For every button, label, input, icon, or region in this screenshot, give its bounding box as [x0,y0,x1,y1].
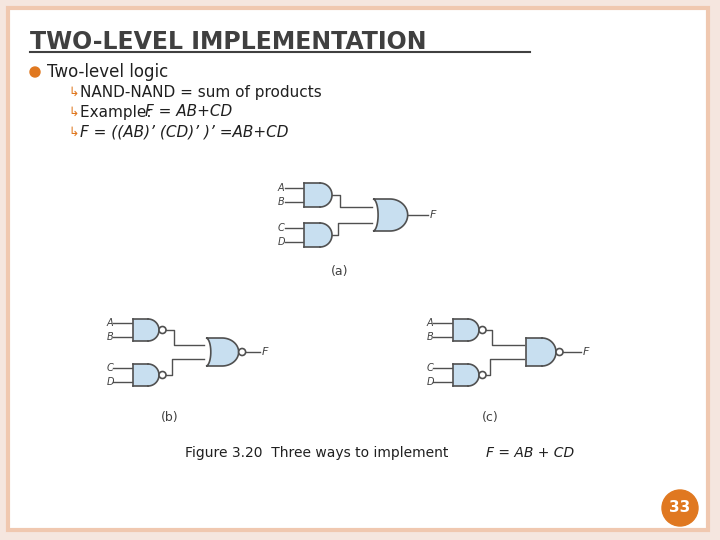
Text: ↳: ↳ [68,105,78,118]
Text: Example:: Example: [80,105,156,119]
Text: Figure 3.20  Three ways to implement: Figure 3.20 Three ways to implement [185,446,453,460]
Polygon shape [304,223,332,247]
Text: B: B [107,332,114,342]
Text: ↳: ↳ [68,85,78,98]
Circle shape [479,327,486,334]
Text: F = AB+CD: F = AB+CD [145,105,233,119]
Text: F: F [430,210,436,220]
Polygon shape [133,319,159,341]
Polygon shape [133,364,159,386]
Text: D: D [107,377,114,387]
Text: A: A [278,183,284,193]
Text: 33: 33 [670,501,690,516]
Text: F: F [583,347,590,357]
Text: (a): (a) [331,266,348,279]
Polygon shape [304,183,332,207]
Polygon shape [526,338,556,366]
Circle shape [159,372,166,379]
Circle shape [159,327,166,334]
Text: Two-level logic: Two-level logic [47,63,168,81]
Text: C: C [427,363,433,373]
FancyBboxPatch shape [8,8,708,530]
Text: ↳: ↳ [68,125,78,138]
Text: F = ((AB)’ (CD)’ )’ =AB+CD: F = ((AB)’ (CD)’ )’ =AB+CD [80,125,289,139]
Circle shape [30,67,40,77]
Text: C: C [278,223,284,233]
Circle shape [662,490,698,526]
Circle shape [238,348,246,355]
Text: F: F [262,347,269,357]
Polygon shape [206,338,238,366]
Text: B: B [278,197,284,207]
Text: TWO-LEVEL IMPLEMENTATION: TWO-LEVEL IMPLEMENTATION [30,30,426,54]
Text: B: B [427,332,433,342]
Text: NAND-NAND = sum of products: NAND-NAND = sum of products [80,84,322,99]
Polygon shape [453,319,479,341]
Text: A: A [427,318,433,328]
Text: F = AB + CD: F = AB + CD [486,446,574,460]
Circle shape [479,372,486,379]
Circle shape [556,348,563,355]
Text: D: D [278,237,286,247]
Text: (c): (c) [482,411,498,424]
Text: (b): (b) [161,411,179,424]
Text: D: D [427,377,434,387]
Polygon shape [373,199,408,231]
Polygon shape [453,364,479,386]
Text: C: C [107,363,114,373]
Text: A: A [107,318,114,328]
